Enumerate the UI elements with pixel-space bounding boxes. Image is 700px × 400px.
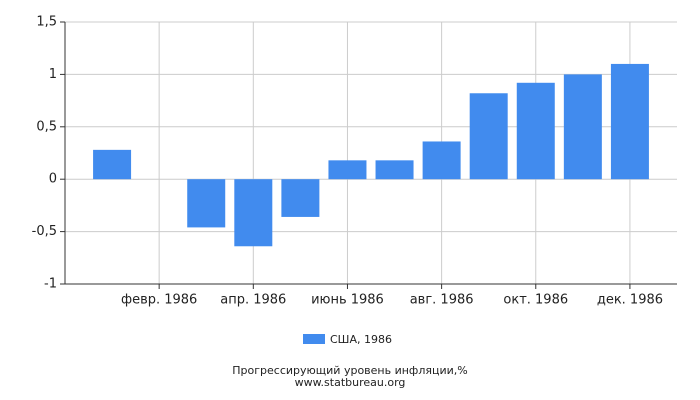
bar bbox=[422, 141, 461, 180]
y-tick-label: -0,5 bbox=[32, 224, 57, 239]
legend-label: США, 1986 bbox=[330, 333, 392, 346]
x-tick-label: июнь 1986 bbox=[311, 293, 384, 308]
x-tick-label: апр. 1986 bbox=[220, 293, 286, 308]
y-tick-label: -1 bbox=[44, 277, 57, 292]
bar bbox=[516, 82, 555, 180]
bar bbox=[563, 74, 602, 180]
y-tick-label: 1 bbox=[49, 67, 57, 82]
x-tick-label: февр. 1986 bbox=[121, 293, 197, 308]
bar bbox=[328, 160, 367, 180]
source: www.statbureau.org bbox=[295, 376, 406, 389]
y-tick-label: 0,5 bbox=[36, 119, 57, 134]
x-tick-label: авг. 1986 bbox=[410, 293, 474, 308]
x-tick-label: окт. 1986 bbox=[503, 293, 568, 308]
x-tick-label: дек. 1986 bbox=[597, 293, 663, 308]
bar bbox=[469, 93, 508, 180]
x-axis-label: Прогрессирующий уровень инфляции,% bbox=[232, 364, 467, 377]
bar bbox=[281, 179, 320, 217]
bar bbox=[234, 179, 273, 247]
bar bbox=[187, 179, 226, 228]
y-tick-label: 0 bbox=[49, 172, 57, 187]
bar bbox=[375, 160, 414, 180]
bar bbox=[93, 149, 132, 180]
legend-swatch bbox=[303, 334, 325, 344]
y-tick-label: 1,5 bbox=[36, 15, 57, 30]
bar bbox=[610, 63, 649, 180]
